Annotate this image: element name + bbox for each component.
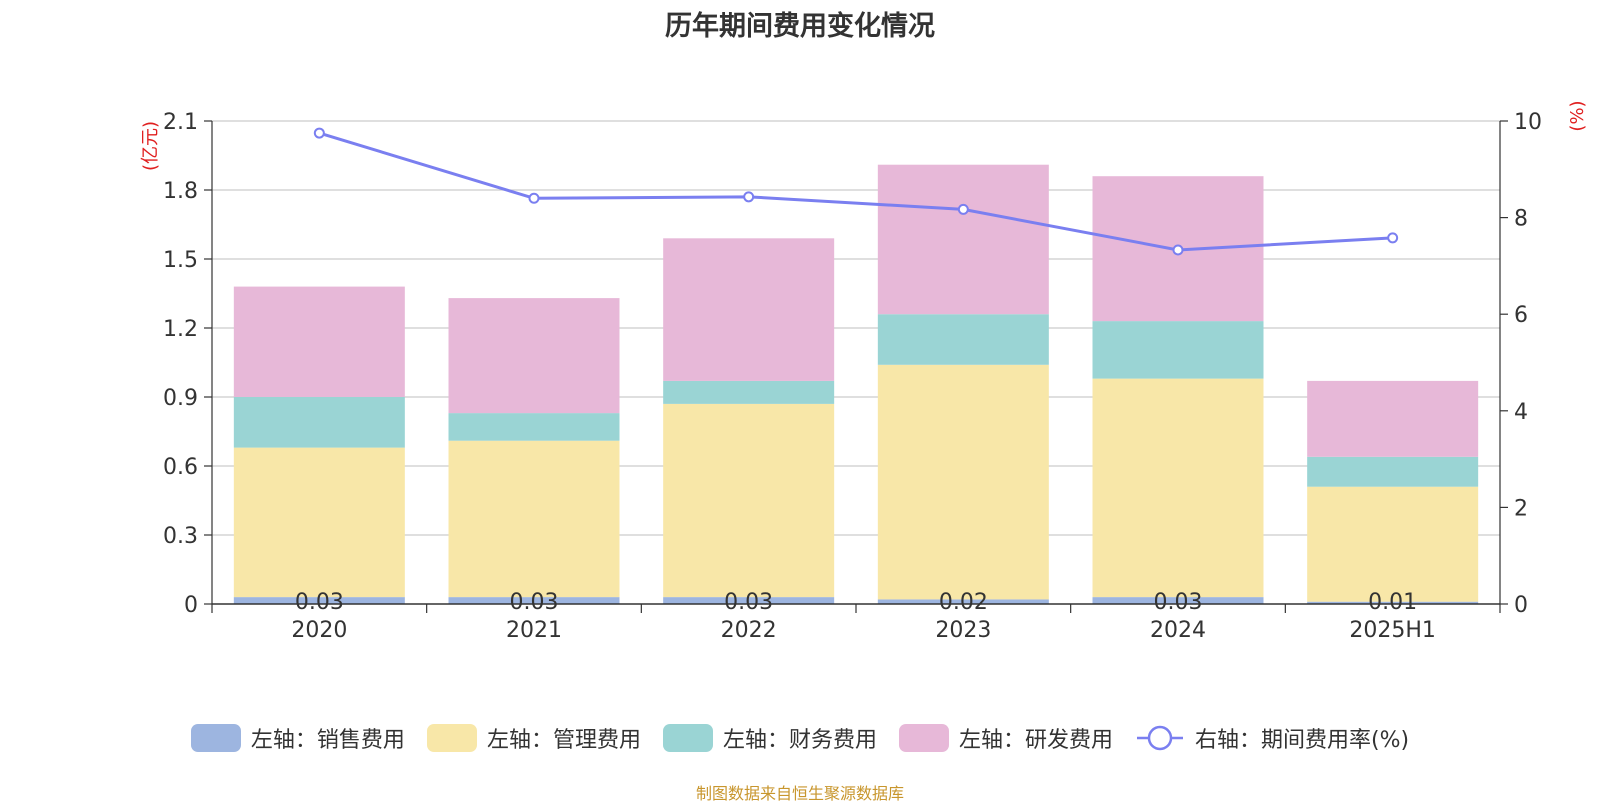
legend-swatch [662, 724, 713, 752]
rate-point [1172, 244, 1184, 256]
legend-label: 左轴：销售费用 [250, 728, 405, 753]
chart-legend: 左轴：销售费用 左轴：管理费用 左轴：财务费用 左轴：研发费用 右轴：期间费用率(%) [0, 722, 1600, 754]
y-right-tick-label: 10 [1514, 110, 1542, 135]
bar-segment-2025H1-3 [1307, 380, 1479, 457]
bar-segment-2022-3 [663, 238, 835, 381]
bar-segment-2020-3 [233, 286, 405, 397]
y-right-tick-label: 4 [1514, 400, 1528, 425]
bar-segment-2021-0 [448, 597, 620, 604]
bar-segment-2023-2 [877, 314, 1049, 365]
bar-segment-2021-3 [448, 298, 620, 414]
y-right-unit-label: (%) [1567, 100, 1588, 131]
legend-item[interactable]: 左轴：研发费用 [898, 722, 1113, 754]
bar-segment-2023-0 [877, 599, 1049, 604]
bar-segment-2024-2 [1092, 321, 1264, 379]
legend-item[interactable]: 右轴：期间费用率(%) [1135, 722, 1409, 754]
data-label: 0.03 [295, 590, 344, 615]
data-label: 0.01 [1368, 590, 1417, 615]
legend-line-swatch [1136, 725, 1183, 751]
rate-point [1387, 232, 1399, 244]
bar-segment-2020-2 [233, 397, 405, 448]
bar-segment-2023-3 [877, 164, 1049, 315]
bar-segment-2020-1 [233, 447, 405, 598]
legend-label: 右轴：期间费用率(%) [1194, 728, 1410, 753]
y-left-tick-label: 0.6 [163, 455, 198, 480]
y-right-tick-label: 2 [1514, 496, 1528, 521]
y-left-tick-label: 2.1 [163, 110, 198, 135]
bar-segment-2021-1 [448, 440, 620, 598]
x-tick-label: 2023 [935, 618, 991, 643]
x-tick-label: 2025H1 [1349, 618, 1436, 643]
legend-label: 左轴：财务费用 [722, 728, 877, 753]
bar-segment-2023-1 [877, 364, 1049, 600]
rate-point [313, 127, 325, 139]
y-left-tick-label: 1.8 [163, 179, 198, 204]
rate-line [318, 131, 1393, 252]
bar-segment-2024-0 [1092, 597, 1264, 604]
rate-point [957, 203, 969, 215]
bar-segment-2025H1-0 [1307, 601, 1479, 604]
rate-point [528, 192, 540, 204]
legend-item[interactable]: 左轴：财务费用 [662, 722, 877, 754]
legend-label: 左轴：管理费用 [486, 728, 641, 753]
legend-swatch [190, 724, 241, 752]
data-source-note: 制图数据来自恒生聚源数据库 [695, 784, 904, 803]
bar-segment-2022-2 [663, 380, 835, 404]
legend-item[interactable]: 左轴：销售费用 [190, 722, 405, 754]
data-label: 0.02 [939, 590, 988, 615]
legend-item[interactable]: 左轴：管理费用 [426, 722, 641, 754]
rate-point [743, 191, 755, 203]
y-right-tick-label: 8 [1514, 207, 1528, 232]
bar-segment-2021-2 [448, 413, 620, 441]
y-left-tick-label: 0.3 [163, 524, 198, 549]
bar-segment-2022-1 [663, 403, 835, 598]
data-label: 0.03 [724, 590, 773, 615]
x-tick-label: 2021 [506, 618, 562, 643]
legend-swatch [426, 724, 477, 752]
bar-segment-2020-0 [233, 597, 405, 604]
y-left-unit-label: (亿元) [140, 121, 161, 171]
y-left-tick-label: 0.9 [163, 386, 198, 411]
bar-segment-2022-0 [663, 597, 835, 604]
y-left-tick-label: 1.2 [163, 317, 198, 342]
y-right-tick-label: 0 [1514, 593, 1528, 618]
x-tick-label: 2022 [721, 618, 777, 643]
bar-segment-2024-1 [1092, 378, 1264, 598]
legend-label: 左轴：研发费用 [958, 728, 1113, 753]
data-label: 0.03 [1154, 590, 1203, 615]
y-left-tick-label: 1.5 [163, 248, 198, 273]
x-tick-label: 2020 [291, 618, 347, 643]
data-label: 0.03 [510, 590, 559, 615]
bar-segment-2025H1-1 [1307, 486, 1479, 602]
bar-segment-2025H1-2 [1307, 456, 1479, 487]
y-right-tick-label: 6 [1514, 303, 1528, 328]
x-tick-label: 2024 [1150, 618, 1206, 643]
chart-title: 历年期间费用变化情况 [665, 11, 935, 42]
legend-swatch [898, 724, 949, 752]
y-left-tick-label: 0 [184, 593, 198, 618]
